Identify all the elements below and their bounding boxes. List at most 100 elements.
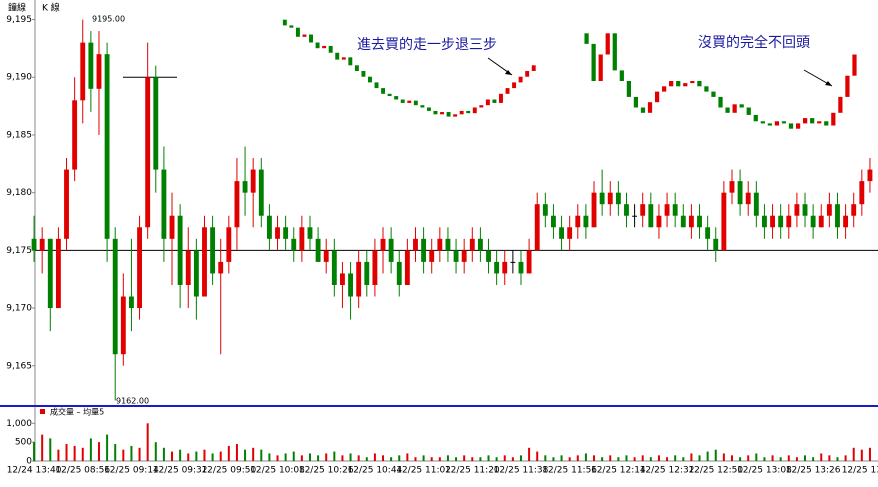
inset-candle bbox=[788, 123, 794, 129]
candle-body bbox=[640, 204, 646, 216]
volume-bar bbox=[747, 455, 750, 461]
legend-label: 成交量 – 均量5 bbox=[50, 407, 104, 417]
inset-candle bbox=[309, 34, 313, 43]
volume-bar bbox=[260, 449, 263, 461]
volume-bar bbox=[398, 455, 401, 461]
volume-bar bbox=[122, 449, 125, 461]
candle-body bbox=[242, 181, 248, 193]
volume-bar bbox=[657, 455, 660, 461]
x-tick-label: 12/25 12:14 bbox=[591, 466, 646, 476]
inset-candle bbox=[626, 81, 631, 97]
candle-body bbox=[283, 227, 289, 239]
candle-body bbox=[615, 192, 621, 205]
candle-body bbox=[169, 215, 175, 239]
volume-bar bbox=[438, 457, 441, 461]
header-label: 鐘線 bbox=[8, 2, 26, 14]
volume-bar bbox=[536, 451, 539, 461]
volume-bar bbox=[292, 451, 295, 461]
volume-bar bbox=[81, 447, 84, 461]
annotation: 進去買的走一步退三步 bbox=[357, 37, 497, 53]
candle-body bbox=[859, 181, 865, 205]
volume-bar bbox=[852, 447, 855, 461]
inset-candle bbox=[512, 82, 517, 89]
y-tick-label: 9,170 bbox=[6, 304, 32, 314]
volume-bar bbox=[195, 451, 198, 461]
inset-candle bbox=[598, 54, 603, 81]
x-tick-label: 12/25 11:56 bbox=[542, 466, 597, 476]
volume-bar bbox=[641, 455, 644, 461]
inset-candle bbox=[499, 93, 503, 103]
inset-candle bbox=[518, 76, 523, 83]
candle-body bbox=[680, 215, 686, 228]
volume-bar bbox=[57, 449, 60, 461]
inset-candle bbox=[654, 91, 660, 103]
candle-body bbox=[551, 215, 556, 228]
volume-bar bbox=[771, 455, 774, 461]
candle-body bbox=[818, 215, 824, 228]
candle-body bbox=[664, 204, 670, 216]
volume-bar bbox=[187, 453, 190, 461]
y-tick-label: 9,175 bbox=[6, 246, 32, 256]
x-tick-label: 12/25 13:26 bbox=[786, 466, 841, 476]
candle-body bbox=[624, 204, 629, 216]
candle-body bbox=[161, 169, 167, 239]
candle-body bbox=[826, 204, 832, 216]
candle-body bbox=[762, 215, 767, 228]
candle-body bbox=[104, 54, 110, 239]
y-tick-label: 9,195 bbox=[6, 15, 32, 25]
volume-bar bbox=[487, 455, 490, 461]
inset-candle bbox=[612, 33, 617, 71]
volume-bar bbox=[455, 457, 458, 461]
volume-bar bbox=[162, 447, 165, 461]
inset-candle bbox=[459, 110, 464, 115]
x-tick-label: 12/25 09:14 bbox=[104, 466, 159, 476]
candle-body bbox=[210, 227, 216, 274]
candle-body bbox=[299, 227, 305, 251]
candle-body bbox=[137, 227, 142, 309]
candle-body bbox=[567, 227, 573, 239]
candle-body bbox=[234, 181, 240, 228]
candle-body bbox=[851, 204, 857, 216]
inset-candle bbox=[426, 107, 431, 111]
volume-bar bbox=[682, 457, 685, 461]
candle-body bbox=[80, 42, 86, 101]
candle-body bbox=[518, 261, 524, 274]
candle-body bbox=[656, 215, 662, 228]
candle-body bbox=[835, 204, 840, 228]
inset-candle bbox=[640, 107, 646, 113]
volume-bar bbox=[860, 449, 863, 461]
inset-candle bbox=[591, 43, 596, 81]
inset-candle bbox=[472, 107, 477, 114]
volume-bar bbox=[268, 453, 271, 461]
candle-body bbox=[648, 204, 654, 228]
candle-body bbox=[591, 192, 597, 228]
candle-body bbox=[461, 250, 467, 262]
inset-candle bbox=[341, 57, 346, 60]
volume-bar bbox=[333, 451, 336, 461]
inset-candle bbox=[354, 65, 359, 71]
candle-body bbox=[315, 238, 321, 262]
x-tick-label: 12/24 13:40 bbox=[7, 466, 62, 476]
inset-candle bbox=[446, 112, 451, 117]
volume-bar bbox=[690, 453, 693, 461]
volume-bar bbox=[633, 457, 636, 461]
candle-body bbox=[778, 215, 784, 228]
inset-candle bbox=[289, 25, 294, 28]
volume-bar bbox=[828, 455, 831, 461]
inset-candle bbox=[676, 81, 681, 87]
candle-body bbox=[88, 42, 94, 89]
inset-candle bbox=[394, 96, 399, 100]
inset-candle bbox=[810, 118, 815, 124]
volume-bar bbox=[219, 451, 222, 461]
x-tick-label: 12/25 11:20 bbox=[445, 466, 500, 476]
volume-bar bbox=[422, 455, 425, 461]
candle-body bbox=[323, 250, 329, 262]
candle-body bbox=[31, 238, 37, 251]
volume-bar bbox=[300, 455, 303, 461]
inset-candle bbox=[584, 33, 589, 44]
inset-candle bbox=[760, 121, 765, 124]
volume-bar bbox=[227, 445, 230, 461]
x-tick-label: 12/25 11:38 bbox=[494, 466, 549, 476]
volume-bar bbox=[528, 447, 531, 461]
candle-body bbox=[96, 54, 102, 89]
